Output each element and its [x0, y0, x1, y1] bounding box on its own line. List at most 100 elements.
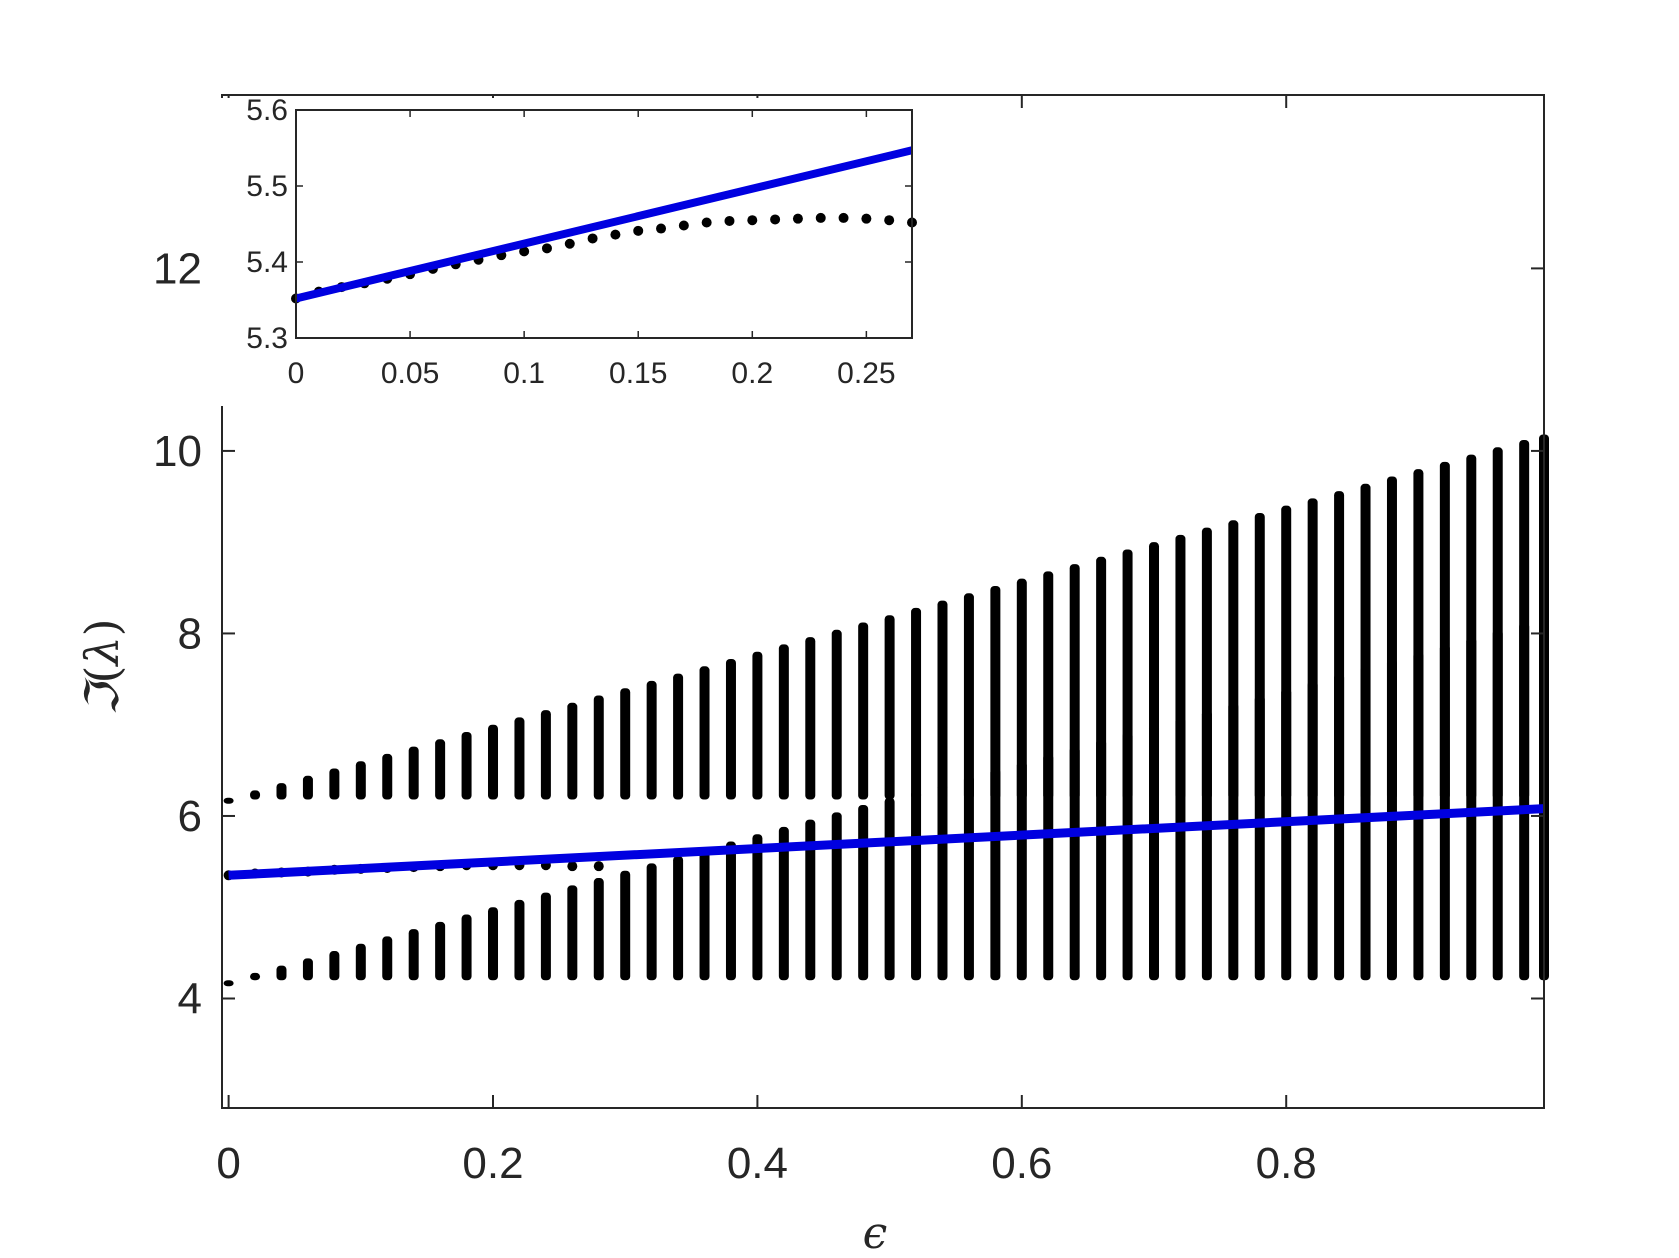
lower-band-column [1254, 695, 1265, 981]
inset-x-tick-label: 0.1 [503, 357, 545, 390]
lower-band-column [963, 775, 974, 981]
lower-band-column [884, 797, 895, 981]
upper-band-column [514, 717, 525, 800]
isolated-eigenvalue-point [567, 861, 578, 872]
inset-y-tick-label: 5.3 [246, 322, 288, 355]
lower-band-column [1043, 753, 1054, 981]
main-ticks [222, 95, 1544, 1108]
lower-band-column [673, 856, 684, 981]
lower-band-column [382, 936, 393, 981]
lower-band-column [620, 870, 631, 981]
upper-band-column [699, 666, 710, 800]
lower-band-column [1069, 746, 1080, 981]
y-tick-label: 6 [178, 792, 202, 841]
lower-band-column [1122, 732, 1133, 981]
lower-band-column [1492, 629, 1503, 981]
inset-y-tick-label: 5.4 [246, 246, 288, 279]
x-tick-label: 0.4 [727, 1139, 788, 1188]
upper-band-column [1016, 578, 1027, 800]
x-tick-label: 0.8 [1256, 1139, 1317, 1188]
lower-band-column [1281, 688, 1292, 981]
lower-band-column [1307, 680, 1318, 981]
inset-point [656, 223, 667, 234]
inset-y-tick-label: 5.5 [246, 170, 288, 203]
lower-band-column [1016, 761, 1027, 981]
lower-band-column [1334, 673, 1345, 981]
lower-band-column [461, 914, 472, 981]
upper-band-column [540, 710, 551, 800]
inset-point [564, 238, 575, 249]
x-tick-label: 0.6 [991, 1139, 1052, 1188]
upper-band-column [329, 768, 340, 800]
x-axis-label: ϵ [863, 1208, 888, 1258]
upper-band-column [1043, 571, 1054, 800]
lower-band-column [1149, 724, 1160, 981]
lower-band-column [911, 790, 922, 981]
inset-point [678, 220, 689, 231]
inset-x-tick-label: 0.05 [381, 357, 439, 390]
y-tick-label: 4 [178, 974, 202, 1023]
lower-band-column [408, 929, 419, 981]
inset-point [633, 225, 644, 236]
inset-point [519, 246, 530, 257]
lower-band-column [1201, 710, 1212, 981]
isolated-eigenvalue-point [593, 861, 604, 872]
inset-point [815, 212, 826, 223]
lower-band-column [725, 841, 736, 981]
main-y-tick-labels: 4 6 8 10 12 [153, 244, 202, 1023]
inset-blue-line [295, 146, 913, 303]
lower-band-column [329, 951, 340, 981]
y-axis-label-close-paren: ) [75, 618, 129, 636]
upper-band-column [963, 593, 974, 800]
inset-point [701, 217, 712, 228]
lower-band-column [1175, 717, 1186, 981]
lower-band-column [1096, 739, 1107, 981]
inset-point [724, 215, 735, 226]
upper-band-column [408, 746, 419, 800]
inset-x-tick-label: 0.25 [837, 357, 895, 390]
lower-band-column [593, 878, 604, 981]
lower-band-column [699, 848, 710, 981]
lower-band-column [488, 907, 499, 981]
upper-band-column [831, 629, 842, 800]
upper-band-column [884, 615, 895, 800]
lower-band-column [937, 783, 948, 981]
svg-text:ℑ(λ): ℑ(λ) [75, 618, 129, 715]
lower-band-column [1360, 666, 1371, 981]
y-tick-label: 8 [178, 609, 202, 658]
lower-band-column [1228, 702, 1239, 981]
lower-band-column [990, 768, 1001, 981]
lower-band-column [302, 958, 313, 981]
inset-x-tick-labels: 0 0.05 0.1 0.15 0.2 0.25 [288, 357, 896, 390]
inset-point [610, 229, 621, 240]
upper-band-column [990, 585, 1001, 800]
upper-band-column [302, 775, 313, 800]
main-blue-line [228, 804, 1545, 880]
main-axes: 0 0.2 0.4 0.6 0.8 4 6 8 10 12 ϵ ℑ(λ) [75, 94, 1549, 1258]
y-tick-label: 12 [153, 244, 202, 293]
upper-band-column [1096, 556, 1107, 800]
lower-band-column [805, 819, 816, 981]
upper-band-column [752, 651, 763, 800]
upper-band-column [567, 702, 578, 800]
inset-point [861, 213, 872, 224]
lower-band-column [1519, 622, 1530, 981]
lower-band-column [276, 965, 287, 981]
upper-band-column [435, 739, 446, 800]
lower-band-column [752, 834, 763, 981]
y-axis-label: ℑ(λ) [75, 618, 129, 715]
lower-band-column [540, 892, 551, 981]
inset-axes: 0 0.05 0.1 0.15 0.2 0.25 5.3 5.4 5.5 5.6 [220, 94, 936, 406]
blue-line [228, 804, 1545, 880]
upper-band-column [778, 644, 789, 800]
inset-axes-frame [295, 109, 913, 339]
lower-band-column [250, 972, 261, 981]
lower-band-column [355, 943, 366, 981]
inset-x-tick-label: 0 [288, 357, 305, 390]
x-tick-label: 0.2 [462, 1139, 523, 1188]
inset-y-tick-labels: 5.3 5.4 5.5 5.6 [246, 94, 288, 355]
upper-band-column [355, 761, 366, 800]
upper-band-column [461, 732, 472, 800]
inset-x-tick-label: 0.2 [731, 357, 773, 390]
upper-band-column [276, 783, 287, 800]
